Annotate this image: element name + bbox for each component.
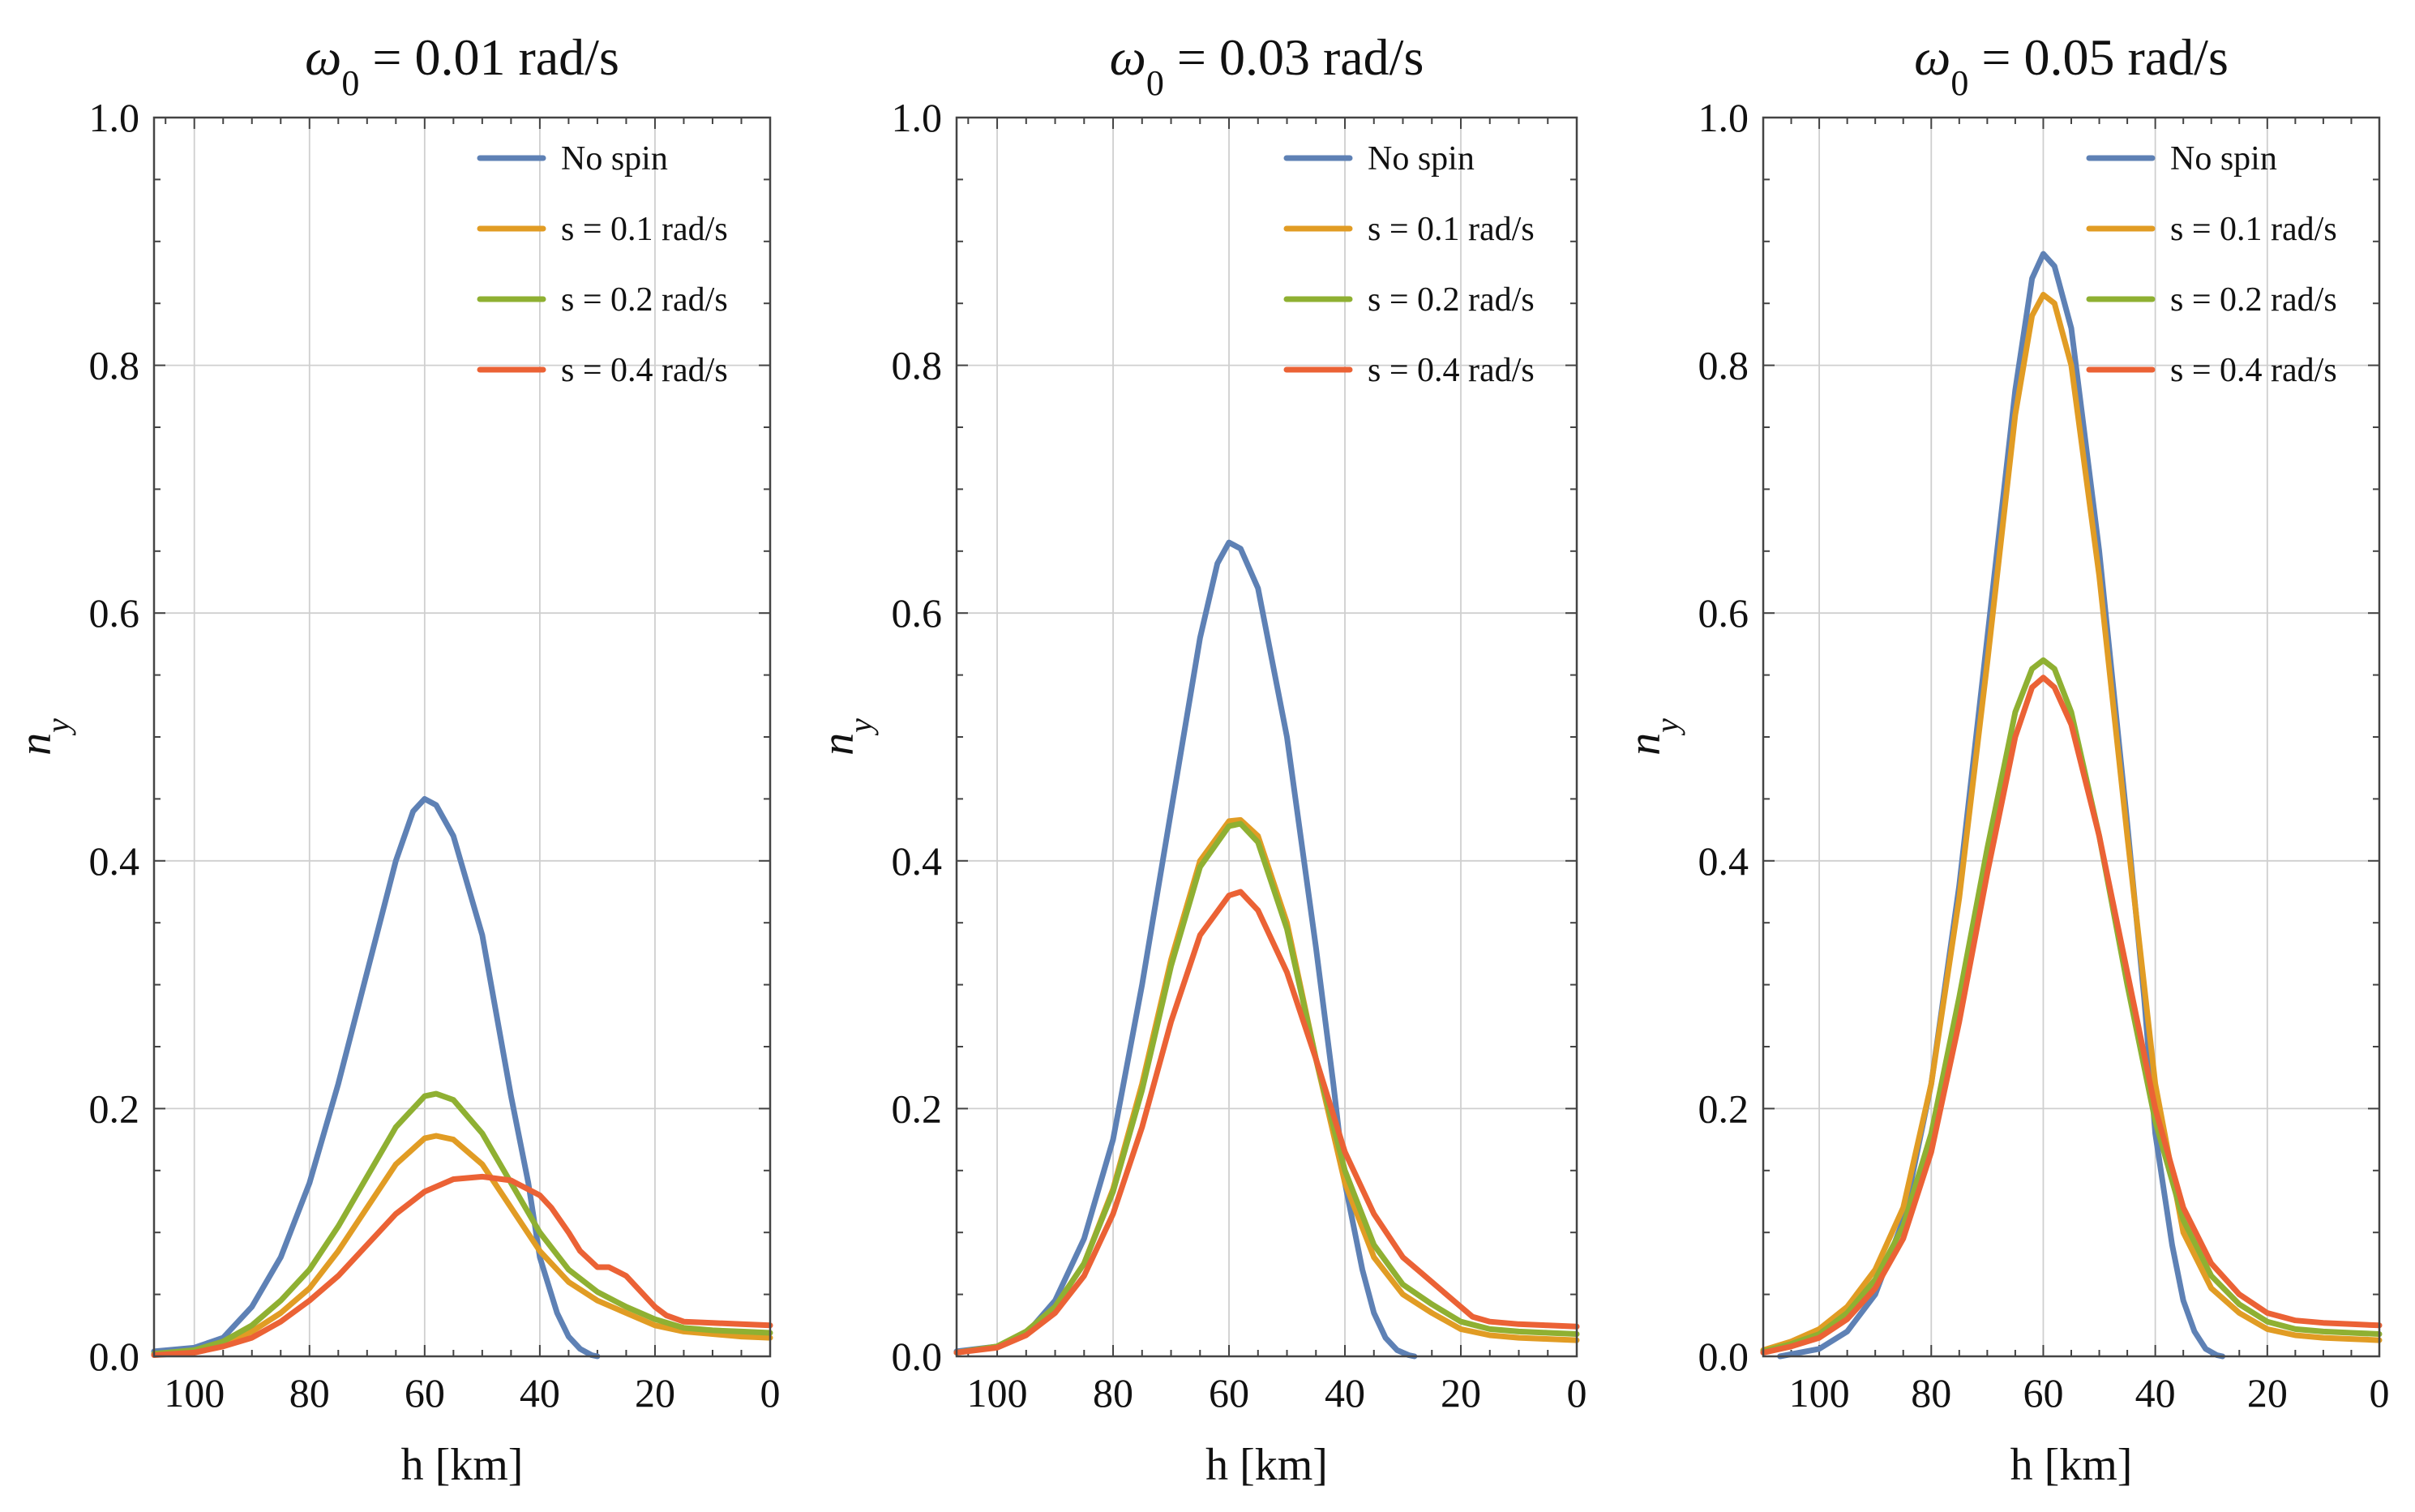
y-tick-label: 0.4 <box>892 838 943 884</box>
chart-title: ω0 = 0.01 rad/s <box>305 28 619 103</box>
legend: No spin s = 0.1 rad/s s = 0.2 rad/s s = 0.4… <box>477 140 728 389</box>
series-line-2 <box>1760 292 2383 1353</box>
y-axis-label: ny <box>813 718 879 756</box>
chart-panel-1: 100 80 60 40 20 0 0.0 0.2 0.4 0.6 0.8 1.0 ω0 = 0.01 … <box>11 28 781 1490</box>
x-tick-label: 0 <box>760 1370 781 1416</box>
x-tick-label: 40 <box>1325 1370 1365 1416</box>
y-tick-label: 1.0 <box>892 95 943 140</box>
y-tick-label: 0.0 <box>1698 1334 1749 1379</box>
chart-panel-2: 100 80 60 40 20 0 0.0 0.2 0.4 0.6 0.8 1.0 ω0 = 0.03 … <box>813 28 1587 1490</box>
x-tick-label: 0 <box>1567 1370 1587 1416</box>
x-tick-label: 100 <box>967 1370 1028 1416</box>
legend-label: No spin <box>2170 140 2277 178</box>
series-line-3 <box>953 820 1580 1356</box>
plot-frame <box>955 116 1578 1358</box>
y-axis-label: ny <box>11 718 76 756</box>
series-line-2 <box>151 1133 773 1357</box>
y-tick-label: 0.6 <box>1698 590 1749 636</box>
x-tick-label: 20 <box>1441 1370 1481 1416</box>
y-tick-label: 1.0 <box>1698 95 1749 140</box>
x-tick-label: 80 <box>1911 1370 1951 1416</box>
y-tick-label: 0.8 <box>89 343 140 388</box>
y-tick-label: 0.6 <box>89 590 140 636</box>
series-line-1 <box>953 539 1418 1360</box>
x-axis-label: h [km] <box>1205 1440 1328 1490</box>
y-tick-label: 0.2 <box>89 1086 140 1131</box>
legend-label: s = 0.4 rad/s <box>2170 352 2337 389</box>
x-tick-label: 40 <box>2135 1370 2176 1416</box>
legend-label: s = 0.4 rad/s <box>561 352 728 389</box>
legend-label: s = 0.1 rad/s <box>561 211 728 248</box>
series-line-2 <box>953 816 1580 1356</box>
y-tick-label: 0.8 <box>1698 343 1749 388</box>
x-tick-label: 0 <box>2370 1370 2390 1416</box>
legend-label: s = 0.2 rad/s <box>1368 281 1535 319</box>
y-tick-label: 1.0 <box>89 95 140 140</box>
y-tick-label: 0.6 <box>892 590 943 636</box>
series-line-3 <box>1760 657 2383 1355</box>
x-tick-label: 80 <box>1093 1370 1133 1416</box>
series-line-1 <box>151 795 601 1360</box>
legend: No spin s = 0.1 rad/s s = 0.2 rad/s s = 0.4… <box>1283 140 1535 389</box>
x-tick-label: 60 <box>2023 1370 2063 1416</box>
series-line-4 <box>1760 675 2383 1356</box>
y-tick-label: 0.0 <box>89 1334 140 1379</box>
x-tick-label: 100 <box>1789 1370 1850 1416</box>
x-tick-label: 60 <box>1209 1370 1249 1416</box>
chart-title: ω0 = 0.03 rad/s <box>1110 28 1424 103</box>
legend-label: s = 0.1 rad/s <box>2170 211 2337 248</box>
y-tick-label: 0.4 <box>89 838 140 884</box>
y-tick-label: 0.2 <box>1698 1086 1749 1131</box>
x-tick-label: 20 <box>2247 1370 2288 1416</box>
legend-label: No spin <box>1368 140 1475 178</box>
series-line-3 <box>151 1090 773 1357</box>
chart-panel-3: 100 80 60 40 20 0 0.0 0.2 0.4 0.6 0.8 1.0 ω0 = 0.05 … <box>1620 28 2390 1490</box>
y-axis-label: ny <box>1620 718 1685 756</box>
legend: No spin s = 0.1 rad/s s = 0.2 rad/s s = 0.4… <box>2086 140 2337 389</box>
x-tick-label: 100 <box>164 1370 225 1416</box>
x-tick-label: 60 <box>405 1370 445 1416</box>
y-tick-label: 0.2 <box>892 1086 943 1131</box>
plot-frame <box>152 116 772 1358</box>
x-axis-label: h [km] <box>2010 1440 2133 1490</box>
y-tick-label: 0.8 <box>892 343 943 388</box>
y-tick-label: 0.0 <box>892 1334 943 1379</box>
x-tick-label: 80 <box>289 1370 330 1416</box>
legend-label: s = 0.4 rad/s <box>1368 352 1535 389</box>
x-axis-label: h [km] <box>401 1440 524 1490</box>
legend-label: No spin <box>561 140 668 178</box>
series-line-4 <box>953 889 1580 1356</box>
series-line-4 <box>151 1173 773 1358</box>
chart-title: ω0 = 0.05 rad/s <box>1914 28 2229 103</box>
legend-label: s = 0.2 rad/s <box>2170 281 2337 319</box>
plot-frame <box>1762 116 2381 1358</box>
x-tick-label: 20 <box>635 1370 675 1416</box>
legend-label: s = 0.1 rad/s <box>1368 211 1535 248</box>
x-tick-label: 40 <box>520 1370 560 1416</box>
legend-label: s = 0.2 rad/s <box>561 281 728 319</box>
y-tick-label: 0.4 <box>1698 838 1749 884</box>
